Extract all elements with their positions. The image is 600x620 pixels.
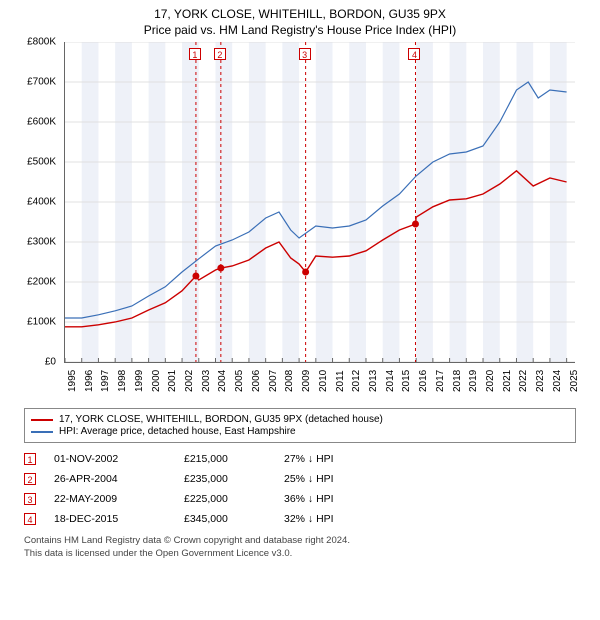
sale-index: 2: [24, 473, 36, 485]
sale-delta: 36% ↓ HPI: [284, 493, 394, 505]
legend-swatch: [31, 431, 53, 433]
x-tick-label: 2003: [201, 370, 212, 392]
x-tick-label: 2005: [234, 370, 245, 392]
sale-price: £225,000: [184, 493, 284, 505]
x-tick-label: 2000: [151, 370, 162, 392]
x-tick-label: 2011: [335, 371, 346, 393]
x-tick-label: 1999: [134, 370, 145, 392]
chart: £0£100K£200K£300K£400K£500K£600K£700K£80…: [20, 42, 580, 402]
sale-date: 26-APR-2004: [54, 473, 184, 485]
footnote-line-1: Contains HM Land Registry data © Crown c…: [24, 535, 576, 547]
sale-index: 1: [24, 453, 36, 465]
x-tick-label: 1995: [67, 370, 78, 392]
y-tick-label: £700K: [27, 77, 56, 88]
sale-row: 1 01-NOV-2002£215,00027% ↓ HPI: [24, 449, 576, 469]
y-axis: £0£100K£200K£300K£400K£500K£600K£700K£80…: [20, 42, 60, 362]
x-tick-label: 2025: [569, 370, 580, 392]
title-block: 17, YORK CLOSE, WHITEHILL, BORDON, GU35 …: [10, 6, 590, 38]
legend-item: HPI: Average price, detached house, East…: [31, 426, 569, 437]
sale-price: £235,000: [184, 473, 284, 485]
legend-label: 17, YORK CLOSE, WHITEHILL, BORDON, GU35 …: [59, 414, 383, 425]
footnote: Contains HM Land Registry data © Crown c…: [24, 535, 576, 560]
x-tick-label: 2010: [318, 370, 329, 392]
sale-row: 3 22-MAY-2009£225,00036% ↓ HPI: [24, 489, 576, 509]
x-tick-label: 2012: [351, 370, 362, 392]
sale-row: 2 26-APR-2004£235,00025% ↓ HPI: [24, 469, 576, 489]
y-tick-label: £300K: [27, 237, 56, 248]
sale-row: 4 18-DEC-2015£345,00032% ↓ HPI: [24, 509, 576, 529]
x-tick-label: 2021: [502, 370, 513, 392]
x-tick-label: 2020: [485, 370, 496, 392]
sale-date: 22-MAY-2009: [54, 493, 184, 505]
x-tick-label: 2002: [184, 370, 195, 392]
x-tick-label: 1998: [117, 370, 128, 392]
sale-index: 4: [24, 513, 36, 525]
sale-marker-1: 1: [189, 48, 201, 60]
x-tick-label: 2017: [435, 370, 446, 392]
sale-date: 18-DEC-2015: [54, 513, 184, 525]
x-tick-label: 2006: [251, 370, 262, 392]
x-tick-label: 2001: [167, 370, 178, 392]
x-tick-label: 2015: [401, 370, 412, 392]
sale-date: 01-NOV-2002: [54, 453, 184, 465]
sale-price: £345,000: [184, 513, 284, 525]
y-tick-label: £600K: [27, 117, 56, 128]
x-tick-label: 2004: [217, 370, 228, 392]
x-tick-label: 2023: [535, 370, 546, 392]
legend-label: HPI: Average price, detached house, East…: [59, 426, 296, 437]
plot-svg: [65, 42, 575, 362]
legend-item: 17, YORK CLOSE, WHITEHILL, BORDON, GU35 …: [31, 414, 569, 425]
x-tick-label: 1996: [84, 370, 95, 392]
x-tick-label: 1997: [100, 370, 111, 392]
title-address: 17, YORK CLOSE, WHITEHILL, BORDON, GU35 …: [10, 6, 590, 22]
x-tick-label: 2009: [301, 370, 312, 392]
sale-delta: 25% ↓ HPI: [284, 473, 394, 485]
x-tick-label: 2019: [468, 370, 479, 392]
y-tick-label: £200K: [27, 277, 56, 288]
legend-swatch: [31, 419, 53, 421]
x-tick-label: 2016: [418, 370, 429, 392]
plot-area: [64, 42, 575, 363]
sale-marker-4: 4: [408, 48, 420, 60]
x-tick-label: 2022: [518, 370, 529, 392]
sale-index: 3: [24, 493, 36, 505]
y-tick-label: £500K: [27, 157, 56, 168]
sale-delta: 27% ↓ HPI: [284, 453, 394, 465]
x-tick-label: 2024: [552, 370, 563, 392]
sale-marker-3: 3: [299, 48, 311, 60]
sale-delta: 32% ↓ HPI: [284, 513, 394, 525]
x-tick-label: 2008: [284, 370, 295, 392]
title-subtitle: Price paid vs. HM Land Registry's House …: [10, 22, 590, 38]
footnote-line-2: This data is licensed under the Open Gov…: [24, 548, 576, 560]
page-root: 17, YORK CLOSE, WHITEHILL, BORDON, GU35 …: [0, 0, 600, 620]
x-tick-label: 2014: [385, 370, 396, 392]
sales-table: 1 01-NOV-2002£215,00027% ↓ HPI 2 26-APR-200…: [24, 449, 576, 529]
x-tick-label: 2018: [452, 370, 463, 392]
x-tick-label: 2013: [368, 370, 379, 392]
y-tick-label: £400K: [27, 197, 56, 208]
sale-marker-2: 2: [214, 48, 226, 60]
y-tick-label: £0: [45, 357, 56, 368]
y-tick-label: £100K: [27, 317, 56, 328]
sale-price: £215,000: [184, 453, 284, 465]
legend: 17, YORK CLOSE, WHITEHILL, BORDON, GU35 …: [24, 408, 576, 443]
x-axis: 1995 1996 1997 1998 1999 2000 2001 2002 2003 2004…: [64, 364, 574, 402]
y-tick-label: £800K: [27, 37, 56, 48]
x-tick-label: 2007: [268, 370, 279, 392]
